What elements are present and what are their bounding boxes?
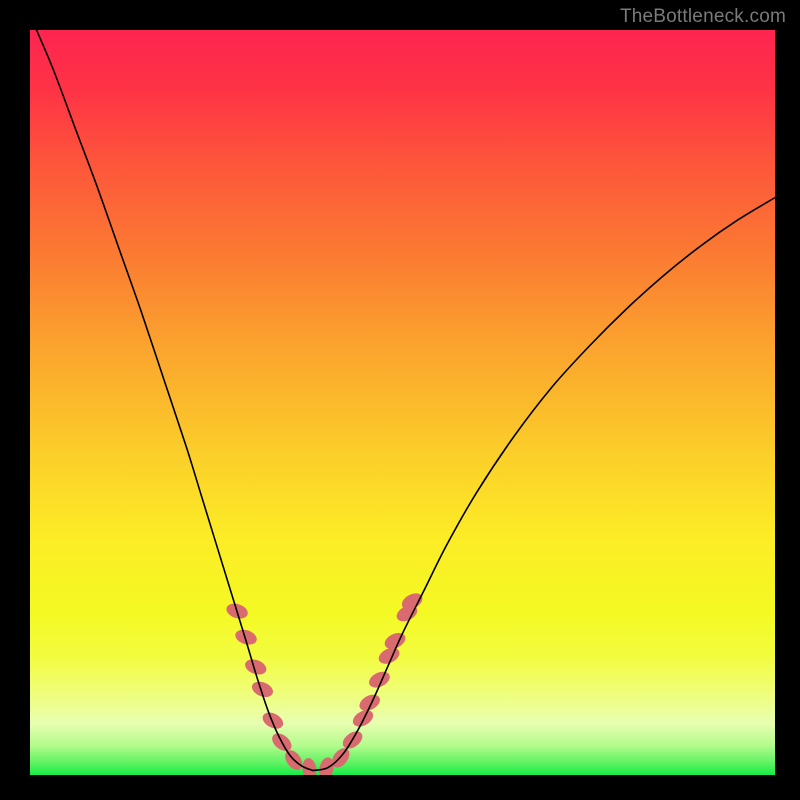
figure-container: TheBottleneck.com [0, 0, 800, 800]
chart-svg [30, 30, 775, 775]
plot-area [30, 30, 775, 775]
plot-background [30, 30, 775, 775]
watermark-text: TheBottleneck.com [620, 6, 786, 28]
